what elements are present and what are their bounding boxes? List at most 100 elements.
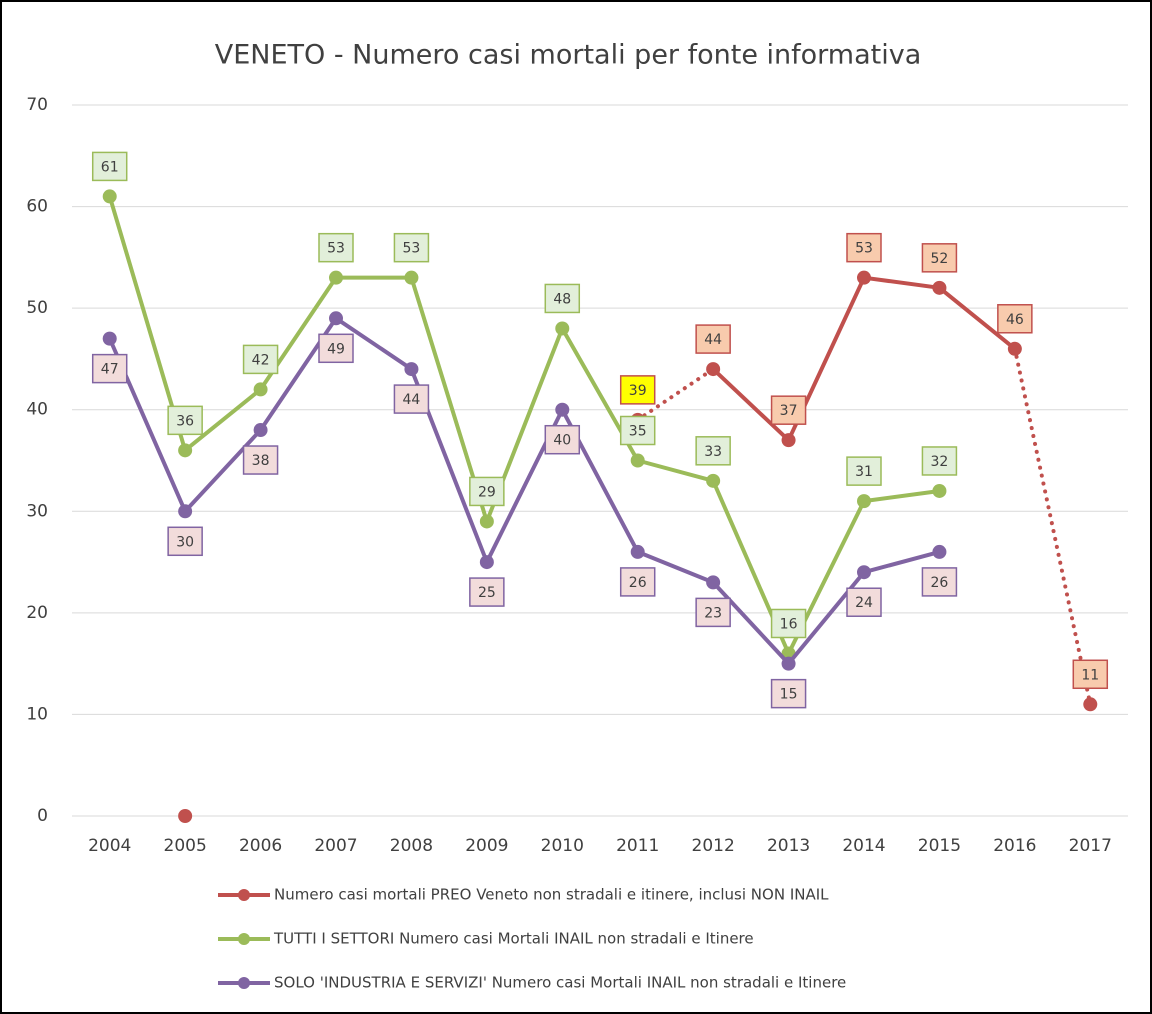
data-label: 16 (780, 616, 798, 632)
data-point (102, 189, 117, 204)
data-label: 29 (478, 484, 496, 500)
x-tick-label: 2016 (993, 836, 1036, 856)
x-tick-label: 2012 (692, 836, 735, 856)
x-tick-label: 2009 (465, 836, 508, 856)
data-label: 37 (780, 403, 798, 419)
data-label-box (469, 476, 505, 507)
data-point (329, 311, 343, 326)
y-tick-label: 70 (26, 95, 48, 115)
data-label-box (393, 384, 430, 414)
data-label: 44 (403, 392, 421, 408)
chart-title: VENETO - Numero casi mortali per fonte i… (215, 40, 922, 71)
data-label: 44 (704, 332, 722, 348)
data-label-box (695, 436, 731, 466)
data-label: 31 (855, 464, 873, 480)
data-label-box (921, 567, 958, 597)
data-label-box (91, 151, 128, 182)
x-tick-label: 2004 (88, 836, 131, 856)
x-tick-label: 2005 (164, 836, 207, 856)
data-label: 53 (327, 241, 345, 257)
data-label: 11 (1081, 667, 1099, 683)
data-label: 47 (101, 362, 119, 378)
data-label-box (846, 232, 882, 263)
data-label-box (921, 243, 958, 273)
data-label: 33 (704, 444, 722, 460)
data-point (329, 270, 343, 285)
data-label: 42 (252, 352, 270, 368)
data-point (781, 656, 796, 671)
y-tick-label: 50 (26, 298, 48, 318)
series-line (107, 316, 942, 666)
data-label: 61 (101, 159, 119, 175)
data-label-box (770, 395, 807, 425)
data-label: 23 (704, 605, 722, 621)
data-label-box (1072, 659, 1109, 690)
data-label: 35 (629, 424, 647, 440)
x-tick-label: 2006 (239, 836, 282, 856)
x-tick-label: 2011 (616, 836, 659, 856)
data-label-box (167, 526, 203, 557)
y-tick-label: 10 (26, 704, 48, 724)
data-label-box (619, 567, 656, 597)
data-point (706, 362, 721, 377)
legend-marker (238, 933, 250, 945)
data-label: 48 (553, 291, 571, 307)
data-point (178, 504, 193, 519)
data-label: 49 (327, 341, 345, 357)
data-label: 15 (780, 687, 798, 703)
data-label-box (242, 445, 279, 475)
legend-label: TUTTI I SETTORI Numero casi Mortali INAI… (273, 930, 754, 948)
data-point (857, 565, 871, 580)
y-tick-label: 60 (26, 197, 48, 217)
data-label: 25 (478, 585, 496, 601)
x-tick-label: 2017 (1069, 836, 1112, 856)
data-point (404, 270, 419, 285)
data-point (1083, 697, 1098, 712)
data-label: 46 (1006, 312, 1024, 328)
data-label-box (619, 415, 656, 446)
data-label: 52 (931, 251, 949, 267)
x-tick-label: 2007 (314, 836, 357, 856)
data-label-box (770, 678, 807, 709)
data-point (555, 321, 570, 336)
data-label-box (242, 344, 279, 375)
data-label: 38 (252, 453, 270, 469)
y-tick-label: 20 (26, 603, 48, 623)
series-line-dotted (635, 367, 716, 422)
data-label-box (695, 324, 731, 354)
data-label-box (318, 333, 354, 364)
x-tick-label: 2008 (390, 836, 433, 856)
data-point (404, 362, 419, 377)
data-point (178, 443, 193, 458)
data-point (253, 382, 268, 397)
data-point (479, 555, 494, 570)
data-label: 24 (855, 595, 873, 611)
data-label-box (469, 577, 505, 607)
y-tick-label: 40 (26, 400, 48, 420)
x-tick-label: 2013 (767, 836, 810, 856)
data-point (1007, 341, 1022, 356)
data-label-box (770, 608, 807, 639)
legend-marker (238, 889, 250, 901)
data-point (630, 544, 645, 559)
data-point (781, 433, 796, 448)
data-label: 36 (176, 413, 194, 429)
legend-label: Numero casi mortali PREO Veneto non stra… (274, 886, 829, 904)
data-point (706, 473, 721, 488)
data-label: 26 (931, 575, 949, 591)
data-point (253, 423, 268, 438)
data-label: 53 (855, 241, 873, 257)
data-label-box (91, 353, 128, 384)
x-tick-label: 2014 (842, 836, 885, 856)
y-tick-label: 30 (26, 501, 48, 521)
data-point (857, 494, 871, 509)
data-label-box (921, 446, 958, 476)
data-label-box (695, 597, 731, 628)
y-tick-label: 0 (37, 806, 48, 826)
data-point (479, 514, 494, 529)
data-point (178, 809, 193, 823)
data-label: 26 (629, 575, 647, 591)
